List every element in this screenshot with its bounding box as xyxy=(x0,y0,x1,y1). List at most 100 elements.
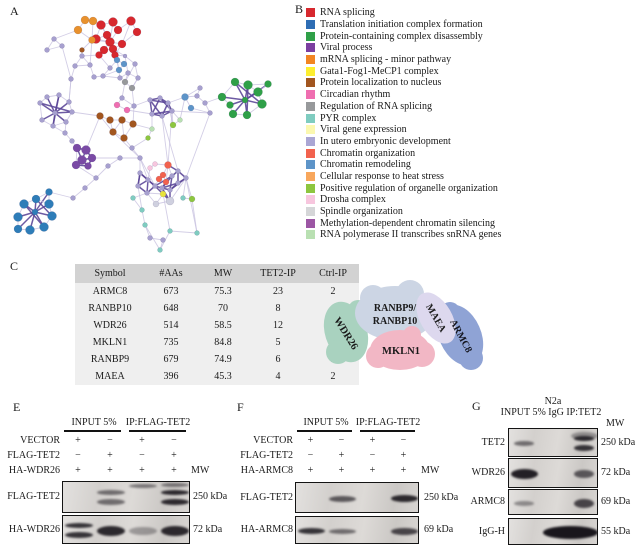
table-header-cell: Symbol xyxy=(75,264,145,283)
network-node xyxy=(137,170,143,176)
network-node xyxy=(128,84,136,92)
plus-minus-mark: − xyxy=(171,435,177,446)
network-node xyxy=(147,235,153,241)
blot-band xyxy=(160,499,189,506)
network-edge xyxy=(185,177,193,200)
legend-item: Translation initiation complex formation xyxy=(306,19,501,31)
network-node xyxy=(159,113,165,119)
network-node xyxy=(228,109,238,119)
network-node xyxy=(13,212,23,222)
table-cell: 396 xyxy=(145,368,197,385)
table-cell: 45.3 xyxy=(197,368,249,385)
network-node xyxy=(117,39,127,49)
legend-swatch xyxy=(306,31,315,41)
plus-minus-mark: + xyxy=(400,465,407,476)
network-node xyxy=(165,100,171,106)
legend-swatch xyxy=(306,101,315,111)
table-header-cell: MW xyxy=(197,264,249,283)
network-node xyxy=(144,190,150,196)
network-node xyxy=(56,92,62,98)
network-node xyxy=(108,17,118,27)
legend-label: Protein-containing complex disassembly xyxy=(320,30,483,42)
blot-band xyxy=(160,489,189,495)
network-node xyxy=(180,195,186,201)
legend-swatch xyxy=(306,148,315,158)
panel-label-e: E xyxy=(13,400,21,414)
network-edge xyxy=(131,137,149,149)
legend-item: Chromatin remodeling xyxy=(306,159,501,171)
network-node xyxy=(135,75,141,81)
table-cell: 735 xyxy=(145,334,197,351)
legend-label: Chromatin organization xyxy=(320,147,416,159)
network-edge xyxy=(71,111,101,117)
network-edge xyxy=(151,110,173,115)
network-node xyxy=(243,80,253,90)
legend-label: Methylation-dependent chromatin silencin… xyxy=(320,217,495,229)
plus-minus-mark: + xyxy=(171,465,177,476)
network-edge xyxy=(179,96,186,121)
table-cell: 2 xyxy=(307,283,359,300)
network-edge xyxy=(95,165,109,179)
network-edge xyxy=(23,203,45,228)
protein-interaction-network xyxy=(13,15,272,253)
network-node xyxy=(115,66,123,74)
network-node xyxy=(113,101,121,109)
mw-value: 55 kDa xyxy=(601,525,631,537)
network-node xyxy=(175,168,181,174)
network-node xyxy=(242,110,252,120)
network-node xyxy=(69,138,75,144)
network-node xyxy=(80,15,90,25)
network-node xyxy=(149,111,155,117)
legend-item: PYR complex xyxy=(306,112,501,124)
network-node xyxy=(177,117,183,123)
network-node xyxy=(145,135,151,141)
network-node xyxy=(188,195,196,203)
network-node xyxy=(63,119,69,125)
network-node xyxy=(44,199,54,209)
table-cell: 648 xyxy=(145,300,197,317)
network-edge xyxy=(171,110,211,114)
network-node xyxy=(107,65,113,71)
network-node xyxy=(31,208,39,216)
network-node xyxy=(241,96,249,104)
network-edge xyxy=(191,198,198,234)
network-node xyxy=(45,188,53,196)
network-edge xyxy=(190,107,211,114)
blot-band xyxy=(510,469,538,479)
table-cell: 4 xyxy=(249,368,307,385)
network-node xyxy=(160,237,166,243)
legend-item: Methylation-dependent chromatin silencin… xyxy=(306,217,501,229)
blot-image xyxy=(508,518,598,545)
blot-row-label: HA-WDR26 xyxy=(8,523,60,535)
blot-image xyxy=(62,515,190,544)
network-node xyxy=(37,100,43,106)
network-edge xyxy=(85,115,101,151)
network-node xyxy=(217,92,227,102)
network-node xyxy=(253,87,263,97)
legend-swatch xyxy=(306,125,315,135)
legend-label: Positive regulation of organelle organiz… xyxy=(320,182,498,194)
plus-minus-mark: − xyxy=(75,450,81,461)
blot-band xyxy=(96,525,126,536)
network-node xyxy=(121,78,129,86)
network-node xyxy=(132,27,142,37)
network-node xyxy=(157,95,163,101)
table-cell: ARMC8 xyxy=(75,283,145,300)
mw-header: MW xyxy=(421,465,440,476)
network-node xyxy=(59,43,65,49)
blot-band xyxy=(574,444,594,451)
legend-label: Gata1-Fog1-MeCP1 complex xyxy=(320,65,439,77)
blot-band xyxy=(328,528,357,534)
network-edge xyxy=(185,177,198,234)
mw-value: 250 kDa xyxy=(193,491,228,502)
maea-blob xyxy=(416,292,456,344)
network-node xyxy=(39,117,45,123)
network-node xyxy=(123,106,131,114)
network-node xyxy=(120,134,128,142)
plus-minus-mark: + xyxy=(369,465,376,476)
network-node xyxy=(169,108,175,114)
lane-group-header: IP:FLAG-TET2 xyxy=(355,417,421,428)
plus-minus-mark: + xyxy=(139,435,145,446)
network-edge xyxy=(169,230,198,234)
